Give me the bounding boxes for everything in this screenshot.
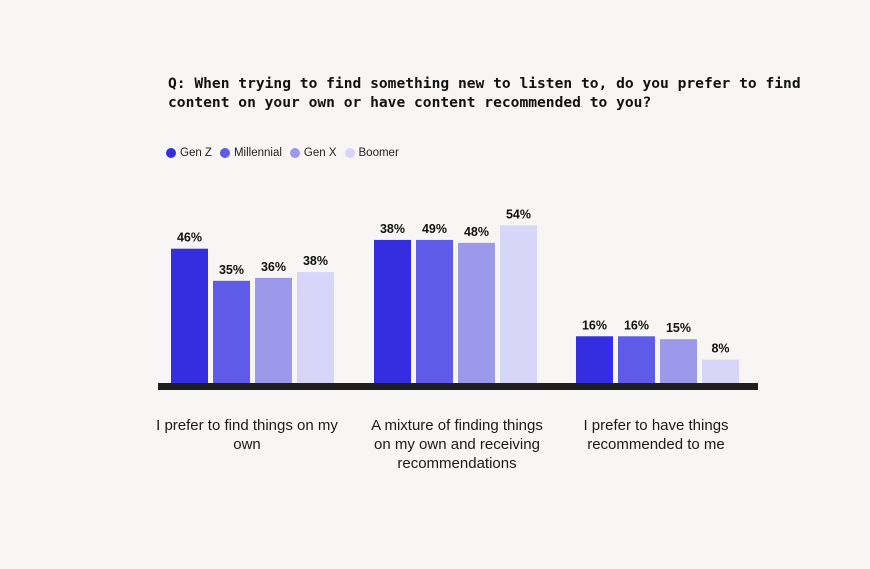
legend-swatch-gen-x bbox=[289, 148, 300, 158]
chart-title: Q: When trying to find something new to … bbox=[168, 75, 801, 111]
bar-recommended-millennial bbox=[618, 336, 655, 383]
x-axis-baseline bbox=[158, 383, 758, 390]
bar-own-boomer bbox=[297, 272, 334, 383]
bar-own-gen-z bbox=[171, 248, 208, 383]
legend-item-millennial: Millennial bbox=[219, 147, 282, 159]
category-label-own: I prefer to find things on my own bbox=[156, 417, 338, 453]
legend-label-boomer: Boomer bbox=[358, 147, 399, 159]
bar-mixture-millennial bbox=[416, 239, 453, 383]
bar-mixture-gen-x bbox=[458, 242, 495, 383]
data-label-own-gen-z: 46% bbox=[177, 231, 202, 245]
legend-label-gen-z: Gen Z bbox=[180, 147, 212, 159]
data-label-recommended-millennial: 16% bbox=[624, 318, 649, 332]
category-label-mixture: A mixture of finding things on my own an… bbox=[371, 417, 543, 472]
data-label-mixture-millennial: 49% bbox=[422, 222, 447, 236]
bar-mixture-gen-z bbox=[374, 239, 411, 383]
data-label-recommended-gen-z: 16% bbox=[582, 318, 607, 332]
category-label-recommended: I prefer to have things recommended to m… bbox=[583, 417, 729, 453]
legend-label-gen-x: Gen X bbox=[303, 147, 337, 159]
legend-item-gen-x: Gen X bbox=[289, 147, 337, 159]
bar-own-gen-x bbox=[255, 277, 292, 383]
data-label-recommended-gen-x: 15% bbox=[666, 321, 691, 335]
data-label-mixture-gen-x: 48% bbox=[464, 225, 489, 239]
legend-item-gen-z: Gen Z bbox=[166, 147, 212, 159]
data-label-own-millennial: 35% bbox=[219, 263, 244, 277]
data-label-own-gen-x: 36% bbox=[261, 260, 286, 274]
bar-mixture-boomer bbox=[500, 225, 537, 383]
bar-recommended-boomer bbox=[702, 359, 739, 383]
legend-swatch-gen-z bbox=[166, 148, 176, 158]
data-label-recommended-boomer: 8% bbox=[711, 342, 729, 356]
legend-label-millennial: Millennial bbox=[233, 147, 282, 159]
data-label-mixture-gen-z: 38% bbox=[380, 222, 405, 236]
data-label-own-boomer: 38% bbox=[303, 254, 328, 268]
bar-recommended-gen-x bbox=[660, 339, 697, 383]
bar-own-millennial bbox=[213, 280, 250, 383]
data-label-mixture-boomer: 54% bbox=[506, 207, 531, 221]
legend-swatch-boomer bbox=[344, 148, 355, 158]
legend-item-boomer: Boomer bbox=[344, 147, 399, 159]
bar-recommended-gen-z bbox=[576, 336, 613, 383]
legend: Gen Z Millennial Gen X Boomer bbox=[166, 147, 407, 159]
legend-swatch-millennial bbox=[219, 148, 230, 158]
